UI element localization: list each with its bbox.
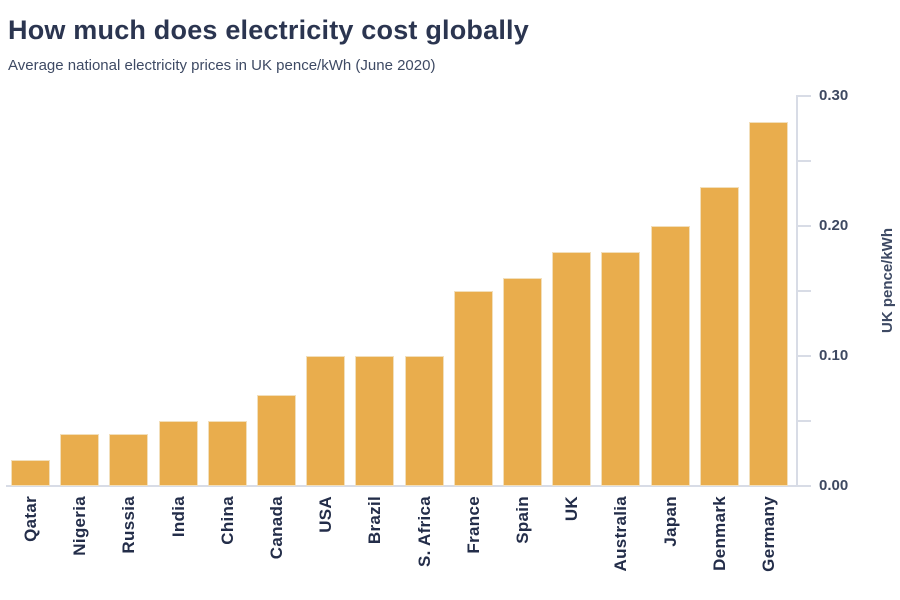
x-axis-label-spain: Spain: [512, 496, 532, 544]
bar-germany: [749, 122, 788, 486]
y-axis-minor-tick: [797, 290, 811, 292]
x-axis-label-brazil: Brazil: [364, 496, 384, 545]
y-axis-minor-tick: [797, 160, 811, 162]
bar-uk: [552, 252, 591, 486]
y-axis-tick-label: 0.30: [819, 87, 849, 104]
bar-india: [159, 421, 198, 486]
chart-subtitle: Average national electricity prices in U…: [8, 57, 436, 74]
x-axis-label-germany: Germany: [758, 496, 778, 572]
bar-china: [208, 421, 247, 486]
y-axis-title: UK pence/kWh: [879, 228, 896, 334]
bar-brazil: [355, 356, 394, 486]
x-axis-label-india: India: [168, 496, 188, 538]
bar-australia: [601, 252, 640, 486]
y-axis-major-tick: [797, 355, 811, 357]
x-axis-label-russia: Russia: [118, 496, 138, 554]
y-axis-tick-label: 0.10: [819, 347, 849, 364]
bar-france: [454, 291, 493, 486]
x-axis-label-nigeria: Nigeria: [69, 496, 89, 556]
bar-s-africa: [405, 356, 444, 486]
x-axis-label-qatar: Qatar: [20, 496, 40, 542]
x-axis-label-australia: Australia: [610, 496, 630, 572]
bar-canada: [257, 395, 296, 486]
bar-russia: [109, 434, 148, 486]
y-axis-major-tick: [797, 95, 811, 97]
x-axis-label-uk: UK: [561, 496, 581, 522]
bar-spain: [503, 278, 542, 486]
x-axis-label-japan: Japan: [660, 496, 680, 547]
x-axis-label-france: France: [463, 496, 483, 554]
bar-japan: [651, 226, 690, 486]
bar-usa: [306, 356, 345, 486]
y-axis-minor-tick: [797, 420, 811, 422]
bar-denmark: [700, 187, 739, 486]
x-axis-label-china: China: [217, 496, 237, 545]
y-axis-tick-label: 0.00: [819, 477, 849, 494]
x-axis-label-canada: Canada: [266, 496, 286, 560]
y-axis-tick-label: 0.20: [819, 217, 849, 234]
y-axis-major-tick: [797, 485, 811, 487]
bar-qatar: [11, 460, 50, 486]
bar-nigeria: [60, 434, 99, 486]
x-axis-label-s-africa: S. Africa: [414, 496, 434, 568]
y-axis-major-tick: [797, 225, 811, 227]
x-axis-label-usa: USA: [315, 496, 335, 533]
chart-title: How much does electricity cost globally: [8, 15, 529, 45]
x-axis-line: [6, 485, 797, 487]
x-axis-label-denmark: Denmark: [709, 496, 729, 571]
